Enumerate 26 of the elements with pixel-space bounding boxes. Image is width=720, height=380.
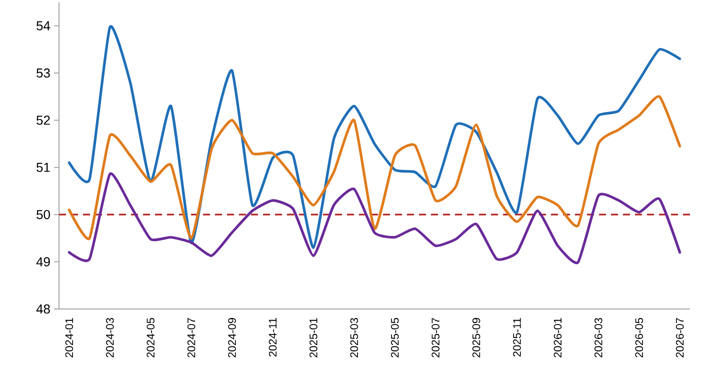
x-tick-label: 2025-07 (432, 318, 440, 358)
y-tick-label: 53 (36, 68, 50, 78)
x-tick-label: 2024-01 (65, 318, 74, 358)
x-tick-label: 2024-11 (268, 318, 277, 357)
x-tick-label: 2026-07 (676, 318, 684, 358)
y-tick-label: 48 (36, 304, 50, 314)
x-tick-label: 2026-05 (635, 318, 644, 358)
y-tick-label: 49 (36, 257, 50, 266)
x-tick-label: 2026-01 (554, 318, 562, 358)
x-tick-label: 2026-03 (594, 318, 602, 358)
x-tick-label: 2024-03 (106, 318, 114, 358)
x-tick-label: 2024-09 (228, 318, 236, 358)
x-tick-label: 2025-05 (390, 318, 399, 358)
line-series (68, 26, 682, 249)
line-series (68, 95, 682, 240)
x-tick-label: 2024-07 (187, 318, 196, 358)
x-tick-label: 2025-09 (472, 318, 480, 358)
y-tick-label: 52 (36, 116, 50, 125)
x-tick-label: 2024-05 (146, 318, 154, 358)
y-tick-label: 54 (36, 21, 50, 30)
x-tick-label: 2025-11 (513, 318, 521, 357)
line-series (68, 172, 682, 264)
x-tick-label: 2025-03 (350, 318, 358, 358)
x-tick-label: 2025-01 (310, 318, 318, 358)
y-tick-label: 51 (36, 162, 50, 172)
y-tick-label: 50 (36, 210, 50, 220)
